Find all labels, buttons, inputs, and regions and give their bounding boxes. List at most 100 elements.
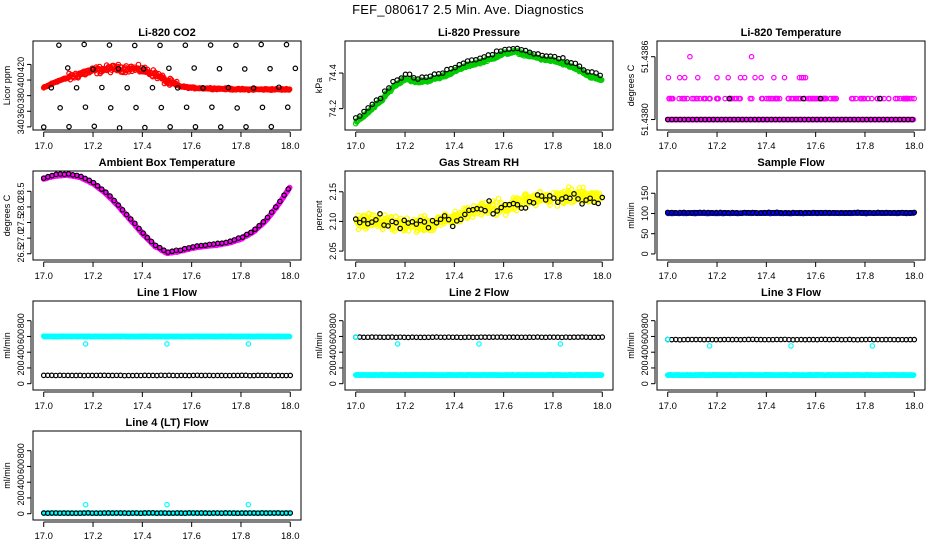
point-cyan [286,333,293,340]
x-tick-label: 17.6 [182,401,201,412]
point-black [452,64,458,71]
point-black [217,124,224,130]
point-black [174,85,181,91]
y-tick-label: 400 [16,475,26,490]
point-black [142,124,148,130]
point-black [81,41,87,48]
point-magenta [809,95,815,102]
x-tick-label: 18.0 [281,141,300,152]
y-tick-label: 420 [16,57,26,72]
y-tick-label: 340 [16,119,26,134]
y-tick-label: 0 [640,251,650,256]
x-tick-label: 17.8 [232,531,251,540]
point-black [103,189,109,196]
point-black [498,204,505,211]
chart-title: Sample Flow [757,157,825,169]
point-black [599,194,606,201]
y-axis-label: degrees C [2,194,12,236]
y-tick-label: 200 [16,360,26,375]
x-tick-label: 17.6 [182,141,201,152]
data-layer [352,45,605,127]
point-black [522,205,529,211]
point-black [167,124,173,130]
point-black [268,123,275,130]
point-black [40,124,47,130]
point-black [490,211,496,217]
y-axis-label: ml/min [626,332,636,359]
point-black [86,177,93,184]
point-black [192,124,199,130]
point-black [427,73,434,80]
point-black [284,104,291,111]
point-yellow [577,188,584,195]
point-black [209,104,215,110]
point-magenta [874,95,881,102]
point-yellow [374,223,381,230]
point-magenta [771,74,777,81]
point-black [98,186,105,192]
point-black [571,191,577,197]
point-magenta [707,95,713,102]
point-black [555,199,561,206]
point-yellow [451,215,457,221]
chart-title: Line 4 (LT) Flow [126,417,209,429]
point-black [597,72,604,79]
x-tick-label: 17.2 [84,531,103,540]
point-black [248,229,254,236]
data-layer [664,336,918,379]
chart-title: Gas Stream RH [439,157,519,169]
point-black [377,95,384,102]
chart-title: Li-820 CO2 [138,27,195,39]
y-tick-label: 51.4386 [640,40,650,73]
point-black [133,104,139,111]
point-magenta [694,74,701,81]
x-tick-label: 17.2 [396,141,415,152]
point-black [277,198,283,205]
point-yellow [537,198,543,204]
point-black [406,71,413,78]
y-tick-label: 2.05 [328,242,338,260]
point-black [234,105,240,111]
point-magenta [681,95,687,102]
x-tick-label: 18.0 [593,271,612,282]
point-magenta [865,95,871,102]
point-black [361,217,367,223]
data-layer [40,41,299,130]
point-black [116,125,123,130]
point-black [191,65,197,71]
point-black [243,123,249,130]
x-tick-label: 17.8 [544,271,563,282]
y-tick-label: 800 [16,443,26,458]
y-tick-label: 800 [328,313,338,328]
point-red [286,86,293,93]
point-black [425,224,432,231]
x-tick-label: 18.0 [905,141,924,152]
point-black [409,218,416,225]
point-black [599,334,606,340]
point-black [560,55,566,61]
x-tick-label: 17.4 [133,271,152,282]
x-tick-label: 17.8 [856,271,875,282]
point-black [449,223,456,230]
point-black [207,42,214,48]
point-black [140,230,146,236]
data-layer [664,209,918,217]
point-black [576,63,583,70]
x-tick-label: 17.4 [757,401,776,412]
point-magenta [752,74,758,81]
point-black [572,60,579,67]
x-tick-label: 17.6 [494,271,513,282]
point-black [115,65,122,72]
point-yellow [452,208,458,215]
y-axis-label: ml/min [2,462,12,489]
point-black [119,206,126,213]
point-magenta [666,95,673,102]
point-black [575,196,581,202]
point-black [385,223,391,229]
chart-title: Line 1 Flow [137,287,197,299]
point-black [239,234,246,240]
point-black [148,238,155,245]
